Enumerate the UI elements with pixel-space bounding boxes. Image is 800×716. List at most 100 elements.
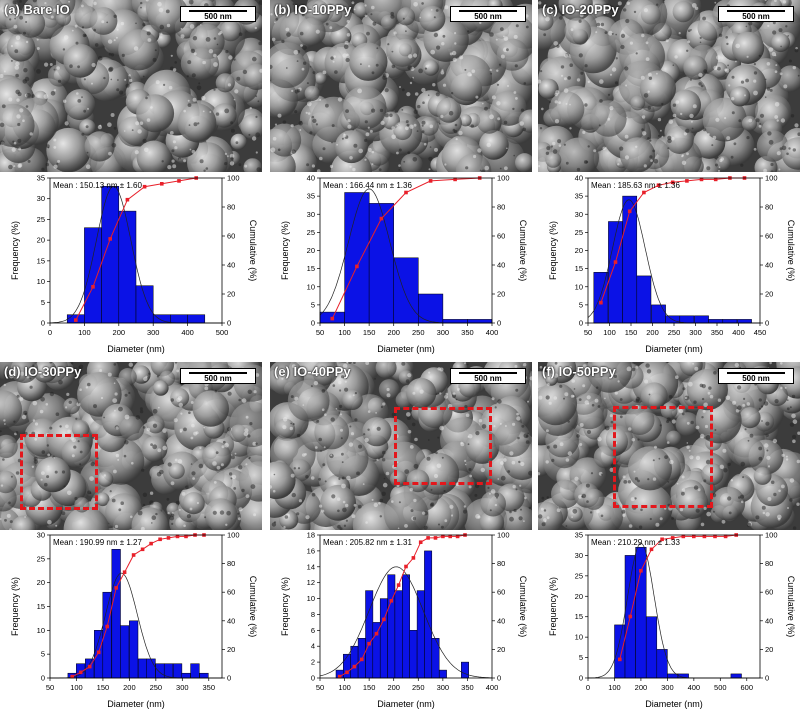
cumulative-point bbox=[419, 540, 423, 544]
x-tick-label: 50 bbox=[316, 328, 324, 337]
x-axis-label: Diameter (nm) bbox=[107, 344, 165, 354]
y-tick-label: 20 bbox=[575, 246, 583, 255]
y-tick-label: 4 bbox=[311, 642, 315, 651]
x-tick-label: 400 bbox=[486, 683, 499, 692]
y-tick-label: 12 bbox=[307, 578, 315, 587]
bar bbox=[373, 622, 380, 678]
bar bbox=[129, 621, 138, 678]
y-tick-label: 10 bbox=[37, 626, 45, 635]
y2-tick-label: 0 bbox=[765, 674, 769, 683]
sem-image-c: (c) IO-20PPy 500 nm bbox=[538, 0, 800, 172]
bar bbox=[147, 659, 156, 678]
panel-label: (b) IO-10PPy bbox=[274, 2, 351, 17]
bar bbox=[345, 193, 370, 324]
y2-tick-label: 100 bbox=[497, 531, 510, 540]
y2-tick-label: 100 bbox=[227, 174, 240, 183]
y-tick-label: 10 bbox=[575, 282, 583, 291]
bar bbox=[637, 276, 651, 323]
cumulative-point bbox=[599, 301, 603, 305]
y-tick-label: 15 bbox=[575, 264, 583, 273]
y-tick-label: 6 bbox=[311, 626, 315, 635]
panel-label: (c) IO-20PPy bbox=[542, 2, 619, 17]
bar bbox=[636, 547, 647, 678]
x-tick-label: 100 bbox=[78, 328, 91, 337]
y2-axis-label: Cumulative (%) bbox=[786, 576, 796, 638]
scale-bar: 500 nm bbox=[450, 6, 526, 22]
x-tick-label: 50 bbox=[316, 683, 324, 692]
cumulative-point bbox=[331, 317, 335, 321]
bar bbox=[136, 286, 153, 323]
x-tick-label: 200 bbox=[113, 328, 126, 337]
x-tick-label: 50 bbox=[46, 683, 54, 692]
cumulative-point bbox=[404, 191, 408, 195]
y-tick-label: 0 bbox=[41, 674, 45, 683]
y2-tick-label: 40 bbox=[765, 261, 773, 270]
bar bbox=[461, 662, 468, 678]
cumulative-point bbox=[345, 671, 349, 675]
bar bbox=[380, 599, 387, 678]
y-axis-label: Frequency (%) bbox=[548, 221, 558, 280]
y2-tick-label: 20 bbox=[497, 645, 505, 654]
bar bbox=[594, 272, 608, 323]
y-tick-label: 16 bbox=[307, 546, 315, 555]
panel-label: (f) IO-50PPy bbox=[542, 364, 616, 379]
y2-tick-label: 60 bbox=[497, 588, 505, 597]
y2-tick-label: 80 bbox=[765, 203, 773, 212]
y-tick-label: 20 bbox=[37, 578, 45, 587]
cumulative-point bbox=[132, 553, 136, 557]
mean-annotation: Mean : 210.29 nm ± 1.33 bbox=[591, 538, 680, 547]
y2-tick-label: 40 bbox=[497, 261, 505, 270]
y-tick-label: 0 bbox=[41, 319, 45, 328]
y2-tick-label: 20 bbox=[497, 290, 505, 299]
y-tick-label: 8 bbox=[311, 610, 315, 619]
sem-image-b: (b) IO-10PPy 500 nm bbox=[270, 0, 532, 172]
y-tick-label: 30 bbox=[37, 531, 45, 540]
cumulative-point bbox=[434, 536, 438, 540]
y-tick-label: 35 bbox=[575, 531, 583, 540]
cumulative-point bbox=[380, 217, 384, 221]
bar bbox=[156, 664, 165, 678]
y-tick-label: 30 bbox=[37, 194, 45, 203]
x-tick-label: 250 bbox=[150, 683, 163, 692]
y-tick-label: 15 bbox=[37, 256, 45, 265]
bar bbox=[651, 305, 665, 323]
y2-tick-label: 0 bbox=[497, 319, 501, 328]
x-tick-label: 350 bbox=[203, 683, 216, 692]
y2-axis-label: Cumulative (%) bbox=[248, 576, 258, 638]
y2-tick-label: 100 bbox=[765, 174, 778, 183]
y-tick-label: 10 bbox=[37, 277, 45, 286]
bar bbox=[737, 319, 751, 323]
cumulative-point bbox=[160, 182, 164, 186]
x-tick-label: 300 bbox=[661, 683, 674, 692]
bar bbox=[467, 319, 492, 323]
cumulative-point bbox=[143, 185, 147, 189]
bar bbox=[94, 630, 103, 678]
cumulative-point bbox=[167, 536, 171, 540]
x-tick-label: 200 bbox=[646, 328, 659, 337]
bar bbox=[731, 674, 742, 678]
x-tick-label: 100 bbox=[338, 328, 351, 337]
cumulative-point bbox=[614, 260, 618, 264]
bar bbox=[623, 196, 637, 323]
scale-bar: 500 nm bbox=[718, 6, 794, 22]
y-tick-label: 5 bbox=[311, 300, 315, 309]
bar bbox=[608, 222, 622, 324]
bar bbox=[188, 315, 205, 323]
cumulative-point bbox=[367, 642, 371, 646]
bar bbox=[723, 319, 737, 323]
bar bbox=[84, 228, 101, 323]
cumulative-point bbox=[390, 599, 394, 603]
y-tick-label: 15 bbox=[37, 602, 45, 611]
cumulative-point bbox=[97, 651, 101, 655]
x-tick-label: 50 bbox=[584, 328, 592, 337]
bar bbox=[173, 664, 182, 678]
bar bbox=[410, 630, 417, 678]
x-axis-label: Diameter (nm) bbox=[377, 344, 435, 354]
y2-axis-label: Cumulative (%) bbox=[786, 220, 796, 282]
bar bbox=[170, 315, 187, 323]
